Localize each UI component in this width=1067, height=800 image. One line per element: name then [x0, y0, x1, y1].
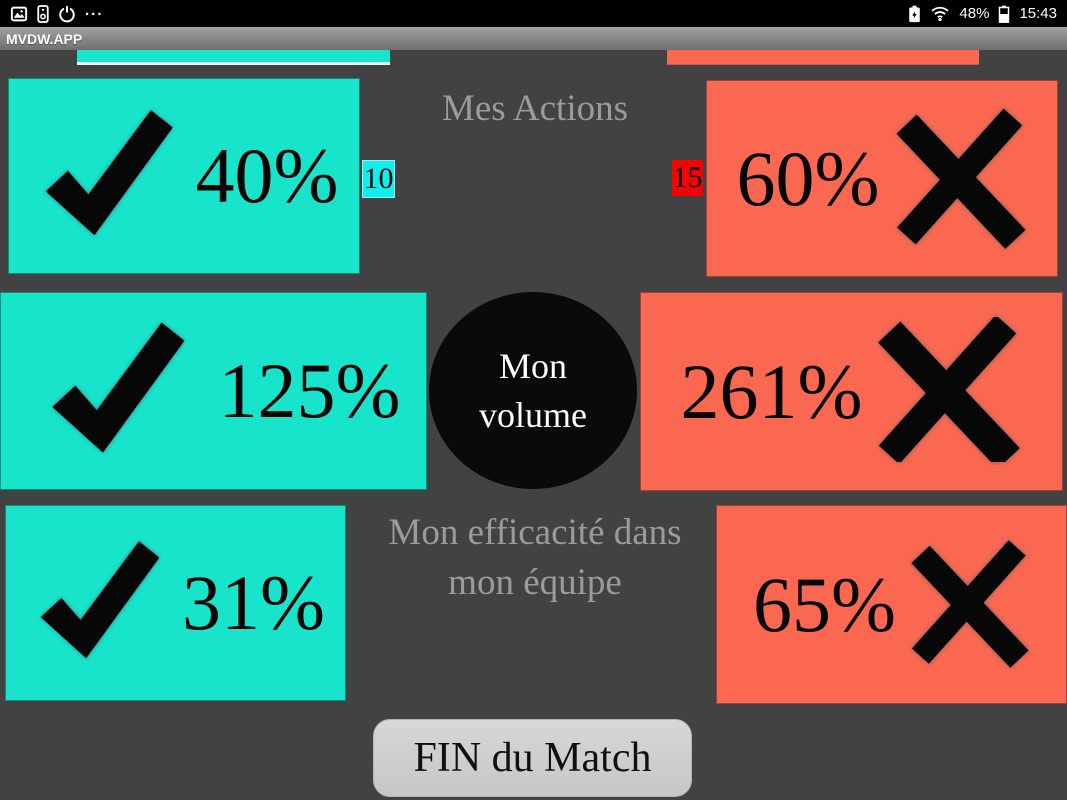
battery-icon	[998, 5, 1010, 23]
battery-percent-label: 48%	[959, 5, 990, 22]
volume-success-box[interactable]: 125%	[0, 292, 427, 490]
success-percent-row3: 31%	[182, 559, 325, 646]
app-bar: MVDW.APP	[0, 27, 1067, 50]
fail-count-badge: 15	[672, 160, 703, 196]
check-icon	[26, 526, 168, 681]
volume-line1: Mon	[498, 345, 567, 386]
fail-percent-row2: 261%	[680, 347, 863, 435]
speaker-icon	[37, 4, 49, 23]
fail-percent-row1: 60%	[736, 134, 880, 222]
battery-saver-icon	[908, 5, 921, 23]
success-count-badge: 10	[362, 160, 395, 198]
wifi-icon	[930, 5, 950, 22]
efficiency-line1: Mon efficacité dans	[388, 512, 682, 553]
power-icon	[58, 5, 76, 23]
efficiency-line2: mon équipe	[448, 562, 622, 603]
image-icon	[10, 5, 28, 23]
check-icon	[30, 98, 182, 255]
actions-fail-box[interactable]: 60%	[706, 80, 1058, 277]
status-bar-right: 48% 15:43	[908, 5, 1057, 23]
volume-line2: volume	[479, 394, 587, 435]
efficiency-fail-box[interactable]: 65%	[716, 505, 1067, 704]
previous-fail-bar-partial[interactable]	[667, 50, 979, 65]
cross-icon	[895, 104, 1027, 254]
end-match-label: FIN du Match	[413, 735, 652, 781]
fail-percent-row3: 65%	[753, 560, 896, 648]
cross-icon	[910, 532, 1030, 677]
app-title: MVDW.APP	[6, 30, 83, 47]
actions-section-label: Mes Actions	[441, 88, 629, 129]
actions-success-box[interactable]: 40%	[8, 78, 360, 274]
status-bar: ... 48% 15:43	[0, 0, 1067, 27]
efficiency-success-box[interactable]: 31%	[5, 505, 346, 701]
volume-circle-label: Mon volume	[429, 292, 637, 489]
status-bar-left: ...	[10, 2, 104, 25]
more-notifications-icon: ...	[85, 2, 104, 19]
volume-fail-box[interactable]: 261%	[640, 292, 1063, 491]
cross-icon	[876, 314, 1022, 469]
success-percent-row2: 125%	[218, 347, 401, 434]
check-icon	[27, 310, 203, 473]
previous-success-bar-partial[interactable]	[77, 50, 390, 65]
success-percent-row1: 40%	[195, 132, 339, 219]
end-match-button[interactable]: FIN du Match	[373, 719, 692, 797]
clock-label: 15:43	[1019, 5, 1057, 22]
efficiency-section-label: Mon efficacité dans mon équipe	[330, 508, 740, 608]
